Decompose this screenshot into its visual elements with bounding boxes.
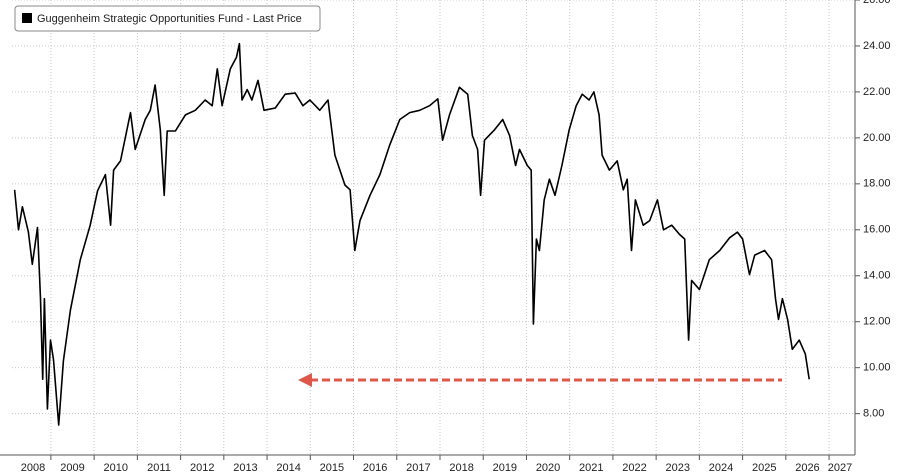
x-tick-label: 2020 — [536, 462, 560, 474]
x-tick-label: 2022 — [622, 462, 646, 474]
legend: Guggenheim Strategic Opportunities Fund … — [14, 5, 321, 32]
plot — [13, 42, 810, 426]
x-tick-label: 2009 — [60, 462, 84, 474]
legend-box — [14, 5, 321, 32]
y-tick-label: 20.00 — [863, 132, 891, 144]
x-tick-label: 2027 — [828, 462, 852, 474]
y-tick-label: 8.00 — [863, 408, 884, 420]
x-tick-label: 2016 — [363, 462, 387, 474]
x-tick-label: 2024 — [709, 462, 733, 474]
x-tick-label: 2026 — [795, 462, 819, 474]
y-tick-label: 14.00 — [863, 270, 891, 282]
legend-swatch — [22, 13, 32, 23]
x-tick-label: 2023 — [666, 462, 690, 474]
arrow-head — [298, 373, 312, 387]
y-tick-label: 24.00 — [863, 40, 891, 52]
y-tick-label: 16.00 — [863, 224, 891, 236]
legend-label: Guggenheim Strategic Opportunities Fund … — [37, 13, 302, 25]
x-tick-label: 2011 — [147, 462, 171, 474]
y-tick-label: 22.00 — [863, 86, 891, 98]
y-tick-label: 18.00 — [863, 178, 891, 190]
x-tick-label: 2018 — [449, 462, 473, 474]
x-tick-label: 2010 — [104, 462, 128, 474]
x-tick-label: 2015 — [320, 462, 344, 474]
price-line — [13, 42, 810, 426]
x-tick-label: 2012 — [190, 462, 214, 474]
y-tick-label: 10.00 — [863, 362, 891, 374]
x-tick-label: 2017 — [406, 462, 430, 474]
x-tick-label: 2021 — [579, 462, 603, 474]
x-tick-label: 2013 — [233, 462, 257, 474]
x-tick-label: 2008 — [21, 462, 45, 474]
grid — [12, 0, 855, 455]
y-tick-label: 12.00 — [863, 316, 891, 328]
y-tick-label: 26.00 — [863, 0, 891, 6]
x-tick-label: 2025 — [752, 462, 776, 474]
annotation-arrow — [298, 373, 782, 387]
x-tick-label: 2019 — [493, 462, 517, 474]
x-tick-label: 2014 — [276, 462, 300, 474]
